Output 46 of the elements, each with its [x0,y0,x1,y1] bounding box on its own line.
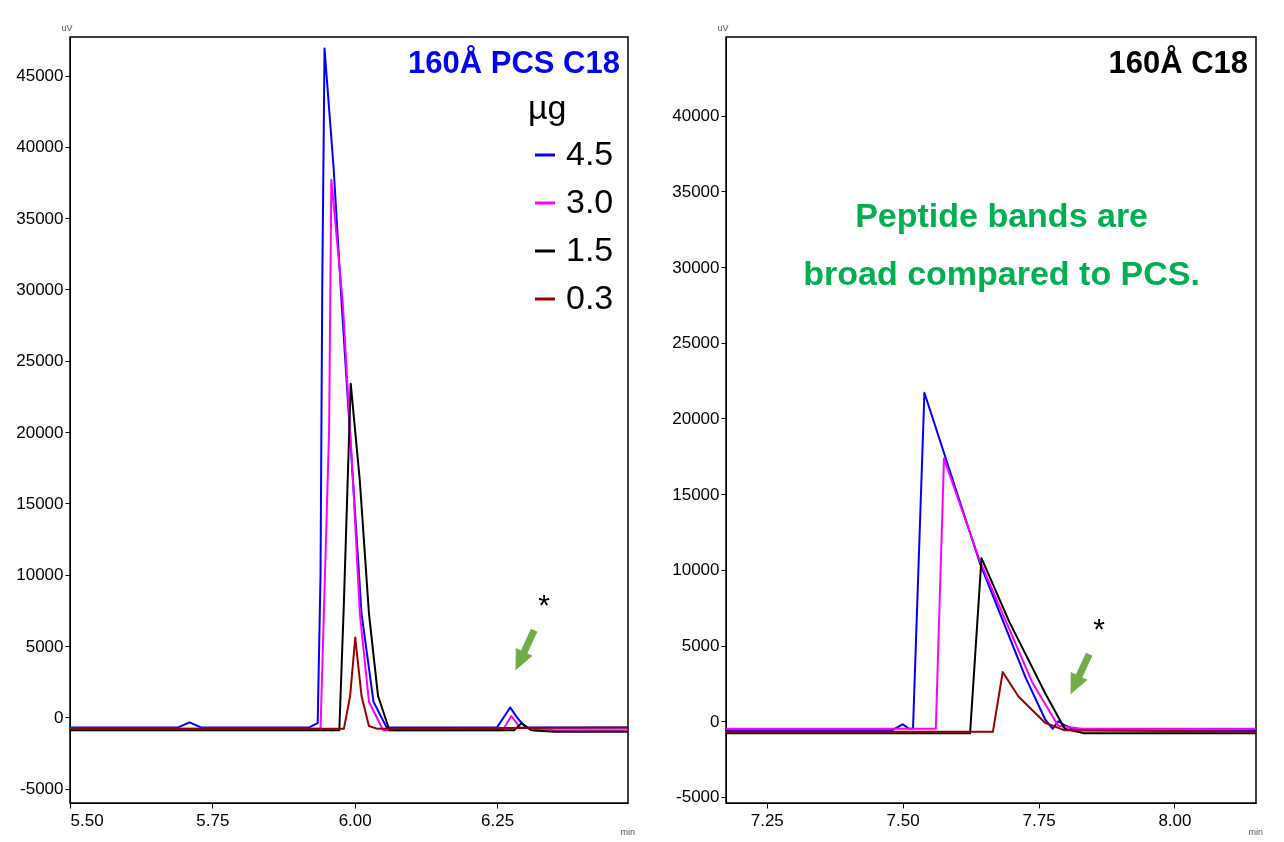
x-tick-label: 5.50 [70,810,104,830]
x-tick-label: 7.50 [886,810,920,830]
y-tick-label: 0 [710,711,720,731]
y-tick-label: 20000 [672,408,720,428]
y-tick-label: 45000 [16,66,64,86]
legend-label: 0.3 [566,278,614,316]
y-tick-label: -5000 [20,779,64,799]
y-tick-label: 30000 [16,279,64,299]
legend-label: 4.5 [566,134,614,172]
legend-title: µg [528,88,567,126]
y-tick-label: 25000 [672,333,720,353]
x-axis-title: min [1248,826,1264,837]
line-series [725,671,1257,733]
y-axis-title: uV [61,22,73,33]
y-tick-label: 15000 [672,484,720,504]
y-axis-title: uV [717,22,729,33]
y-tick-label: 40000 [16,137,64,157]
x-tick-label: 8.00 [1158,810,1192,830]
y-tick-label: 15000 [16,493,64,513]
x-tick-label: 7.75 [1022,810,1056,830]
y-tick-label: 0 [54,707,64,727]
line-series [725,457,1257,730]
annotation: * [1093,612,1106,645]
x-tick-label: 5.75 [196,810,230,830]
y-tick-label: 5000 [681,636,720,656]
y-tick-label: 40000 [672,106,720,126]
x-tick-label: 6.25 [480,810,515,830]
annotation: * [538,588,551,621]
x-axis-title: min [620,826,636,837]
legend-label: 1.5 [566,230,614,268]
y-tick-label: 10000 [16,565,64,585]
y-tick-label: 10000 [672,560,720,580]
legend-label: 3.0 [566,182,614,220]
x-tick-label: 7.25 [750,810,784,830]
y-tick-label: 20000 [16,422,64,442]
line-series [69,636,629,730]
y-tick-label: 5000 [25,636,64,656]
y-tick-label: 35000 [672,181,720,201]
y-tick-label: 25000 [16,351,64,371]
x-tick-label: 6.00 [338,810,372,830]
chart-title: 160Å PCS C18 [408,45,620,80]
y-tick-label: 30000 [672,257,720,277]
y-tick-label: 35000 [16,208,64,228]
annotation: Peptide bands are broad compared to PCS. [803,196,1200,292]
chart-title: 160Å C18 [1108,45,1248,80]
y-tick-label: -5000 [676,787,720,807]
